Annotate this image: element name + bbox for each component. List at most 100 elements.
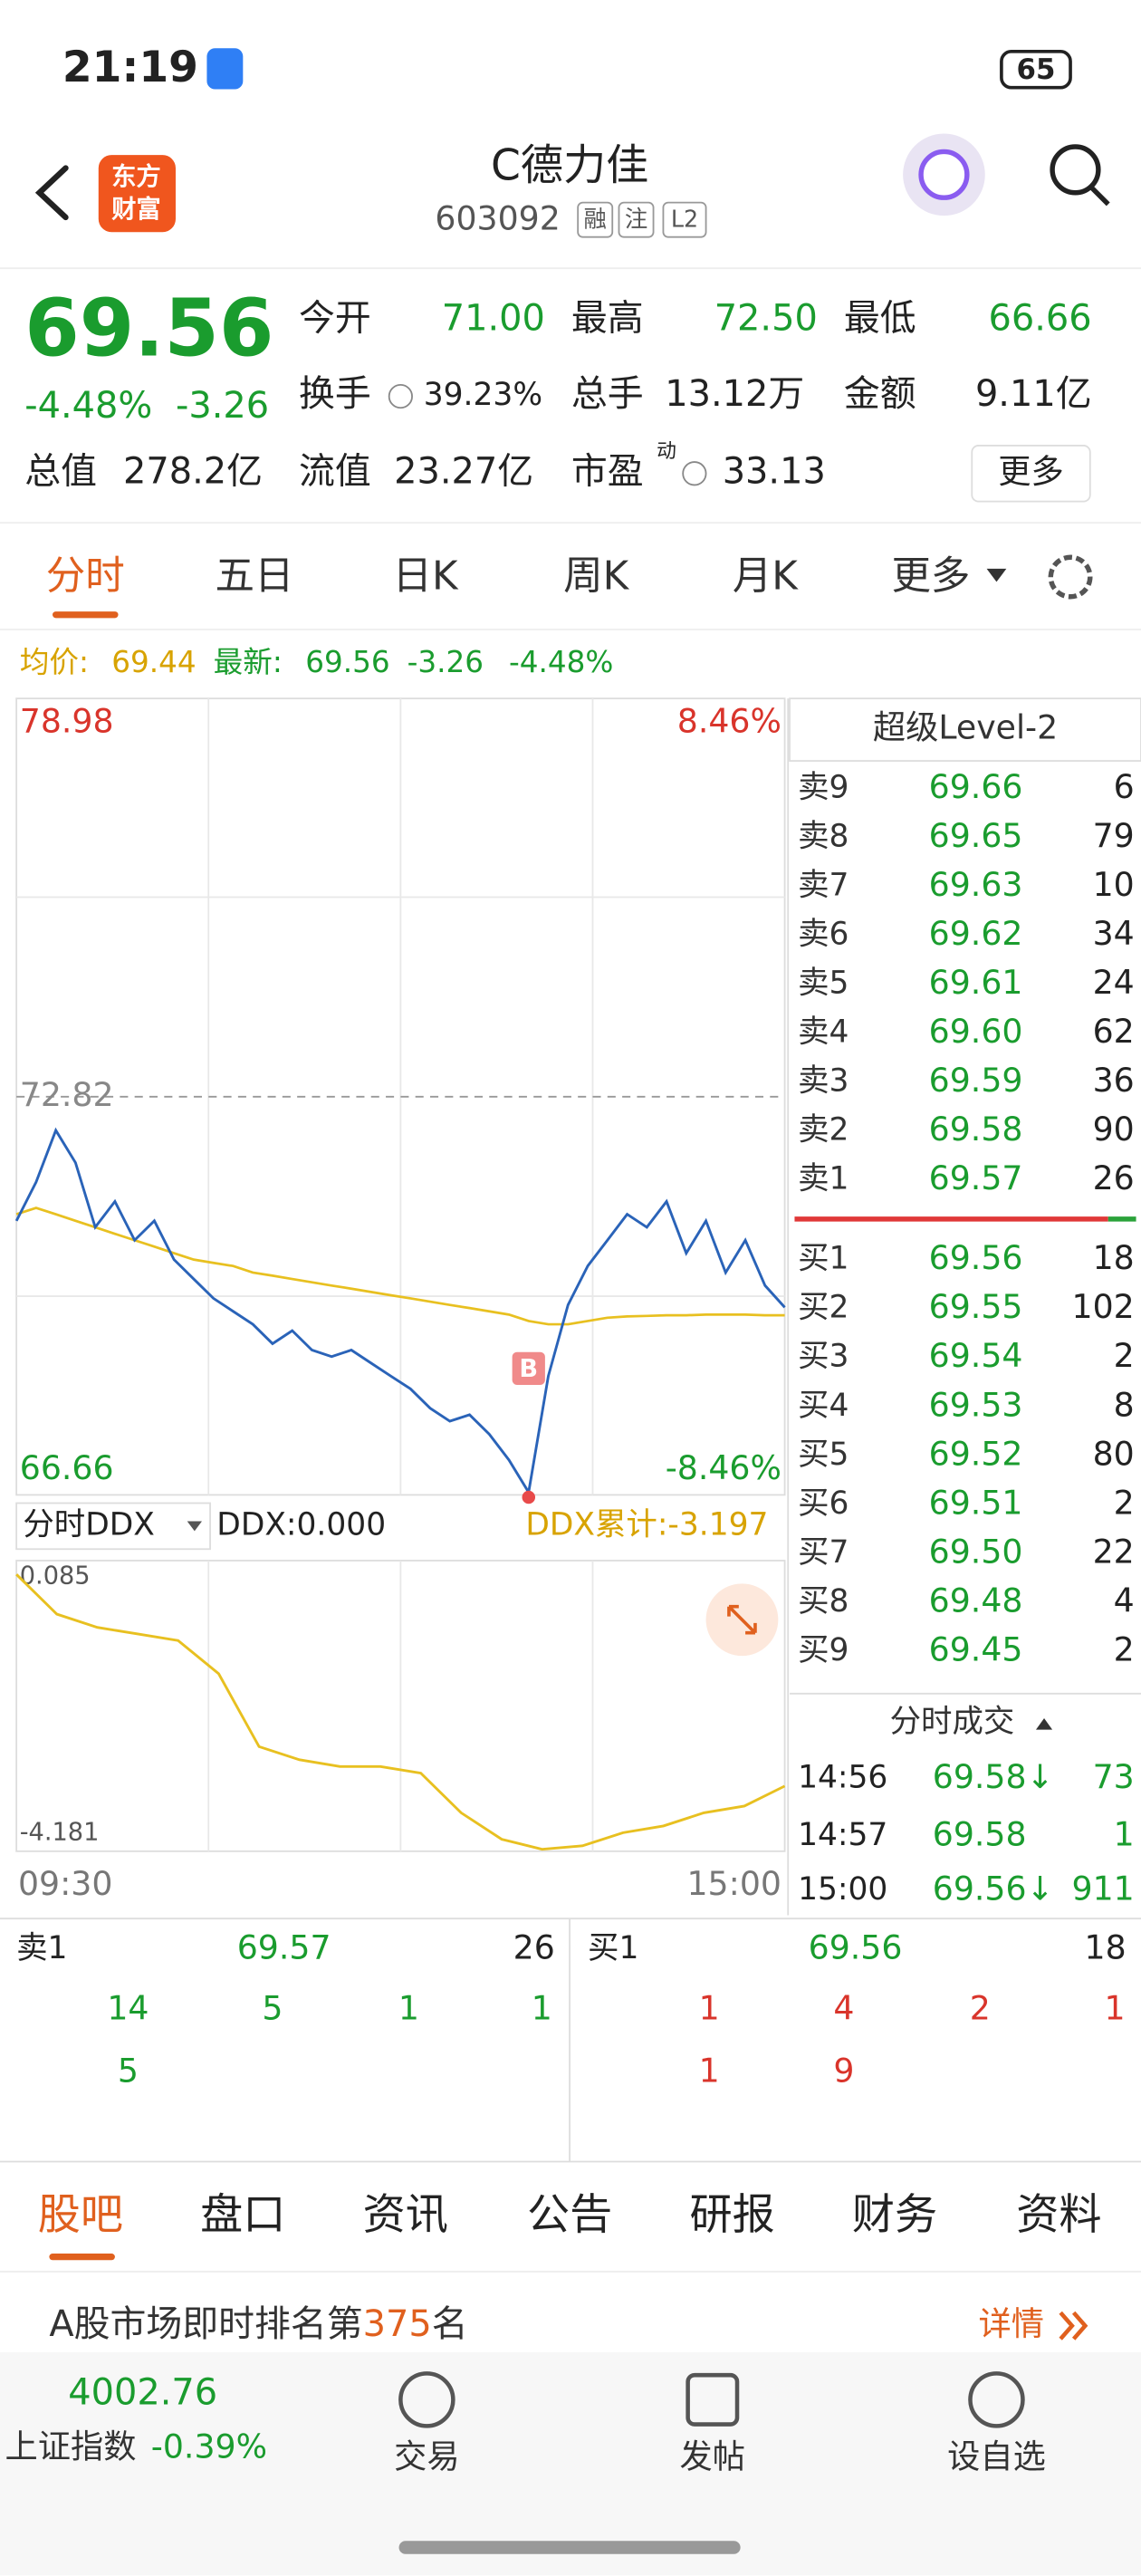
- field-value: 9.11亿: [975, 373, 1092, 415]
- badge: 注: [625, 206, 647, 233]
- details-arrow: [1059, 2311, 1088, 2341]
- index-value: 4002.76: [68, 2371, 217, 2413]
- search-icon[interactable]: [1050, 144, 1101, 196]
- trade-volume: 73: [1093, 1757, 1135, 1796]
- details-link[interactable]: 详情: [979, 2304, 1045, 2343]
- bid-price: 69.55: [929, 1287, 1023, 1326]
- y-top-label: 78.98: [20, 701, 114, 740]
- bid-price: 69.54: [929, 1336, 1023, 1375]
- legend-item: 69.56: [305, 645, 389, 679]
- bid-volume: 4: [1114, 1581, 1135, 1620]
- bid-volume: 102: [1072, 1287, 1135, 1326]
- footer-bg: [0, 2351, 1141, 2576]
- y-bottom-label: 66.66: [20, 1448, 114, 1487]
- queue-price: 69.57: [237, 1928, 331, 1967]
- period-tab[interactable]: 月K: [733, 553, 799, 599]
- queue-volume: 18: [1085, 1928, 1127, 1967]
- section-tab[interactable]: 研报: [689, 2190, 774, 2240]
- expand-icon: [727, 1604, 757, 1635]
- ddx-top-label: 0.085: [20, 1562, 91, 1591]
- ddx-selector-label: 分时DDX: [23, 1506, 155, 1543]
- section-tab[interactable]: 公告: [527, 2190, 612, 2240]
- legend-item: 均价:: [20, 645, 89, 679]
- ask-label: 卖2: [798, 1112, 849, 1149]
- period-tab[interactable]: 分时: [46, 553, 125, 599]
- legend-item: 69.44: [111, 645, 196, 679]
- trade-time: 14:57: [798, 1817, 887, 1853]
- queue-order: 14: [107, 1989, 149, 2028]
- queue-label: 卖1: [16, 1930, 67, 1966]
- field-label: 流值: [299, 450, 371, 492]
- bid-label: 买1: [798, 1241, 849, 1277]
- section-tab[interactable]: 股吧: [38, 2190, 123, 2240]
- badge-box: [618, 201, 655, 238]
- footer-button[interactable]: 交易: [394, 2437, 460, 2476]
- period-tab[interactable]: 五日: [216, 553, 294, 599]
- section-tab[interactable]: 资料: [1016, 2190, 1101, 2240]
- field-label: 金额: [844, 373, 916, 415]
- ask-volume: 26: [1093, 1158, 1135, 1197]
- bid-price: 69.45: [929, 1629, 1023, 1668]
- queue-order: 9: [833, 2052, 854, 2091]
- badge-box: [577, 201, 614, 238]
- rank-part: 名: [432, 2302, 468, 2344]
- ask-volume: 34: [1093, 914, 1135, 953]
- back-button[interactable]: [34, 165, 69, 221]
- queue-order: 4: [833, 1989, 854, 2028]
- level2-title-box: [789, 697, 1141, 762]
- bid-label: 买2: [798, 1290, 849, 1326]
- bid-price: 69.56: [929, 1238, 1023, 1277]
- badge: L2: [671, 206, 698, 233]
- order-book: 卖9 69.66 6 卖8 69.65 79 卖7 69.63 10 卖6 69.62 34 卖5 69.…: [798, 767, 1135, 1669]
- bid-label: 买3: [798, 1339, 849, 1375]
- logo: [98, 155, 176, 233]
- time-end: 15:00: [686, 1864, 781, 1903]
- settings-icon[interactable]: [1048, 554, 1093, 600]
- queue-label: 买1: [588, 1930, 638, 1966]
- bid-volume: 2: [1114, 1336, 1135, 1375]
- trade-icon: [398, 2371, 455, 2428]
- section-tab[interactable]: 盘口: [200, 2190, 285, 2240]
- trade-volume: 1: [1114, 1815, 1135, 1854]
- ask-label: 卖9: [798, 769, 849, 805]
- queue-volume: 26: [513, 1928, 555, 1967]
- bid-price: 69.52: [929, 1434, 1023, 1473]
- bid-label: 买8: [798, 1583, 849, 1620]
- level2-title: 超级Level-2: [873, 708, 1058, 747]
- field-label: 今开: [299, 298, 371, 340]
- ask-price: 69.63: [929, 865, 1023, 904]
- field-label: 市盈: [571, 450, 644, 492]
- field-label: 换手: [299, 373, 371, 415]
- field-value: 66.66: [988, 298, 1091, 340]
- low-point: [522, 1490, 536, 1504]
- trade-time: 14:56: [798, 1760, 887, 1796]
- time-start: 09:30: [18, 1864, 112, 1903]
- ask-price: 69.59: [929, 1061, 1023, 1100]
- badge: 融: [584, 206, 607, 233]
- ddx-cumulative: DDX累计:-3.197: [525, 1506, 768, 1543]
- footer-button[interactable]: 发帖: [680, 2437, 746, 2476]
- footer-button[interactable]: 设自选: [947, 2437, 1046, 2476]
- more-button[interactable]: [971, 445, 1091, 503]
- period-tab[interactable]: 更多: [891, 553, 970, 599]
- period-tab[interactable]: 周K: [563, 553, 629, 599]
- section-tab[interactable]: 资讯: [363, 2190, 448, 2240]
- logo-text: 东方: [111, 162, 160, 191]
- field-value: 23.27亿: [394, 450, 533, 492]
- ask-label: 卖5: [798, 965, 849, 1001]
- stock-code: 603092: [435, 199, 560, 238]
- ask-volume: 10: [1093, 865, 1135, 904]
- period-tab[interactable]: 日K: [393, 553, 459, 599]
- field-label: 最低: [844, 298, 916, 340]
- bid-price: 69.53: [929, 1385, 1023, 1424]
- ddx-selector[interactable]: [15, 1502, 211, 1551]
- rank-part: A股市场即时排名第: [49, 2302, 362, 2344]
- tab-indicator: [53, 611, 119, 619]
- legend-item: -4.48%: [509, 645, 613, 679]
- ask-volume: 6: [1114, 767, 1135, 806]
- bid-volume: 2: [1114, 1483, 1135, 1522]
- change-pct: -4.48%: [24, 385, 152, 427]
- price-line: [14, 1127, 786, 1496]
- ddx-bottom-label: -4.181: [20, 1818, 100, 1846]
- section-tab[interactable]: 财务: [852, 2190, 937, 2240]
